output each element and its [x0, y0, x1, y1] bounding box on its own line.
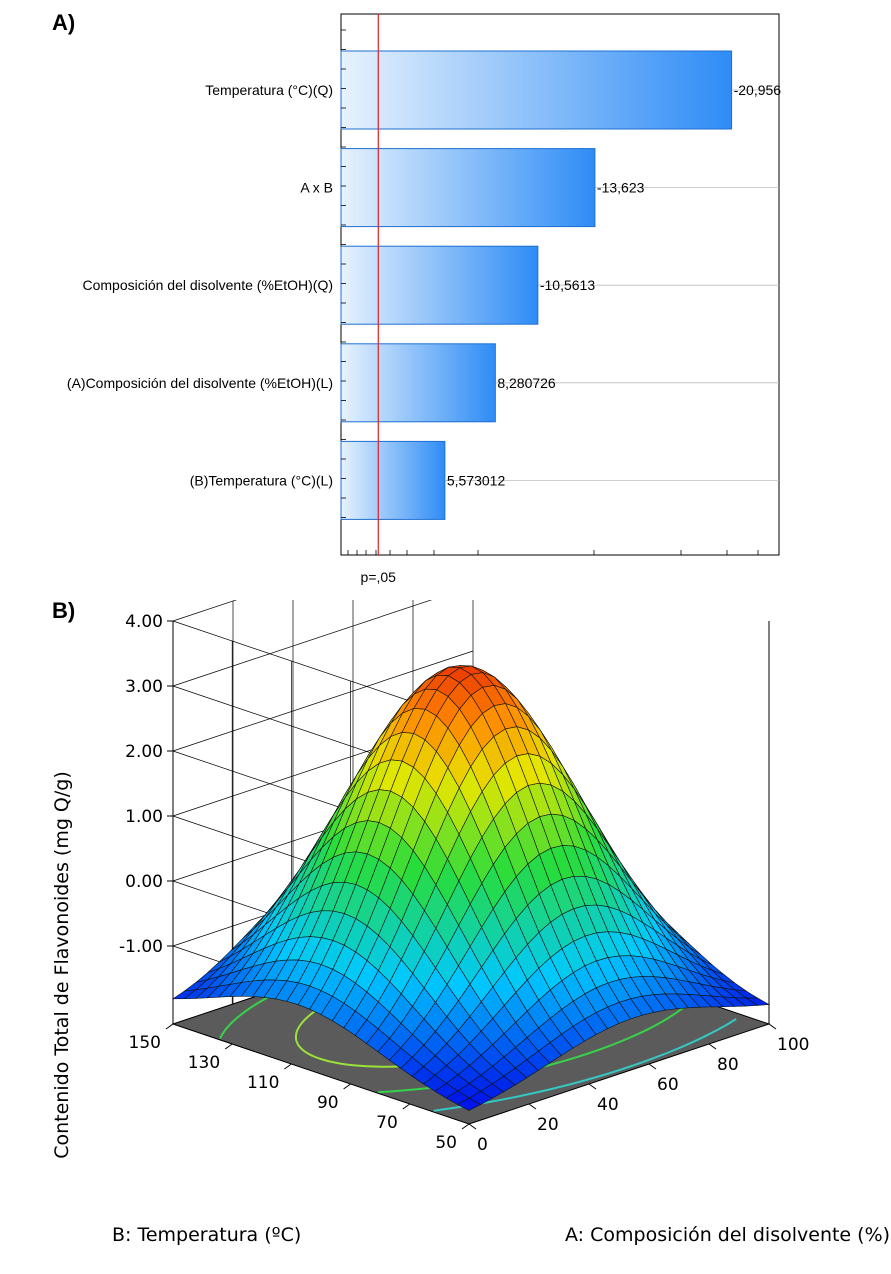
bar: [340, 50, 733, 130]
bar: [340, 343, 496, 423]
y-tick-label: 50: [435, 1133, 457, 1153]
z-tick-label: 1.00: [125, 807, 163, 827]
surface-mesh: [172, 665, 771, 1111]
y-tick-label: 70: [376, 1113, 398, 1133]
x-axis-label: A: Composición del disolvente (%): [565, 1224, 890, 1246]
z-tick-label: -1.00: [119, 937, 163, 957]
bar: [340, 440, 446, 520]
x-tick-label: 0: [477, 1135, 488, 1155]
z-tick-label: 0.00: [125, 872, 163, 892]
data-label: 5,573012: [447, 472, 506, 488]
y-tick-label: 130: [188, 1053, 220, 1073]
y-tick-label: 150: [129, 1033, 161, 1053]
surface-cell: [456, 1097, 482, 1111]
x-tick: [468, 1123, 477, 1130]
y-tick-label: 110: [247, 1073, 279, 1093]
data-label: -10,5613: [540, 277, 595, 293]
data-label: -20,956: [734, 82, 782, 98]
surface-chart: -1.00 0.00 1.00 2.00 3.00 4.00 50 70 90 110 130 150…: [51, 600, 890, 1246]
x-tick-label: 20: [537, 1115, 559, 1135]
y-tick: [461, 1123, 470, 1130]
x-tick: [588, 1083, 597, 1090]
y-axis-label: B: Temperatura (ºC): [112, 1224, 301, 1246]
y-tick: [343, 1083, 351, 1090]
x-tick-label: 80: [717, 1055, 739, 1075]
z-tick-label: 3.00: [125, 677, 163, 697]
category-label: Temperatura (°C)(Q): [205, 82, 333, 98]
y-tick: [284, 1063, 292, 1070]
x-tick-label: 40: [597, 1095, 619, 1115]
bar: [340, 148, 596, 228]
x-tick-label: 100: [777, 1035, 809, 1055]
x-tick: [528, 1103, 537, 1110]
category-label: A x B: [300, 180, 333, 196]
pareto-chart: -20,956 Temperatura (°C)(Q) -13,623 A x B -1…: [67, 13, 782, 585]
panel-b-label: B): [52, 598, 76, 623]
x-tick: [648, 1063, 657, 1070]
wall-line: [172, 600, 433, 687]
data-label: -13,623: [597, 180, 645, 196]
y-tick: [165, 1023, 174, 1030]
x-tick-label: 60: [657, 1075, 679, 1095]
category-label: (A)Composición del disolvente (%EtOH)(L): [67, 375, 333, 391]
z-tick-label: 4.00: [125, 612, 163, 632]
panel-a-label: A): [52, 10, 76, 35]
y-tick: [402, 1103, 411, 1110]
z-tick-label: 2.00: [125, 742, 163, 762]
x-tick: [768, 1023, 777, 1030]
category-label: Composición del disolvente (%EtOH)(Q): [82, 277, 333, 293]
data-label: 8,280726: [497, 375, 556, 391]
wall-line: [172, 650, 474, 752]
y-tick: [224, 1043, 233, 1050]
bar: [340, 245, 539, 325]
wall-line: [172, 600, 238, 622]
y-tick-label: 90: [317, 1093, 339, 1113]
category-label: (B)Temperatura (°C)(L): [190, 472, 333, 488]
contour-line: [433, 1018, 737, 1112]
x-tick: [708, 1043, 717, 1050]
reference-line-label: p=,05: [361, 569, 397, 585]
z-axis-label: Contenido Total de Flavonoides (mg Q/g): [51, 771, 73, 1159]
